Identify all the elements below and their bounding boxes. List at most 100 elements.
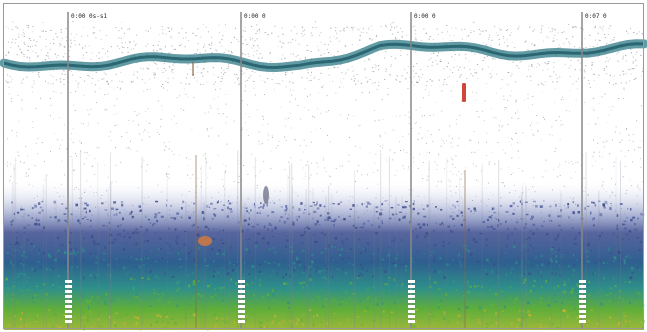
noise-dot <box>50 151 51 153</box>
noise-dot <box>369 152 371 154</box>
surface-speckle-dot <box>48 57 50 59</box>
surface-speckle-dot <box>168 27 170 29</box>
noise-dot <box>605 65 607 67</box>
bottom-speckle-dot <box>35 309 39 313</box>
noise-dot <box>282 54 284 56</box>
bottom-speckle-dot <box>603 206 606 209</box>
surface-speckle-dot <box>636 51 638 53</box>
noise-dot <box>32 31 33 33</box>
noise-dot <box>233 120 235 122</box>
bottom-speckle-dot <box>259 282 261 286</box>
noise-dot <box>136 115 138 116</box>
bottom-speckle-dot <box>462 285 465 289</box>
bottom-speckle-dot <box>588 280 591 284</box>
noise-dot <box>620 150 622 152</box>
noise-dot <box>21 98 23 100</box>
bottom-speckle-dot <box>130 256 132 258</box>
bottom-speckle-dot <box>214 274 217 276</box>
surface-speckle-dot <box>106 81 108 83</box>
noise-dot <box>256 24 258 26</box>
surface-speckle-dot <box>162 72 164 74</box>
bottom-speckle-dot <box>399 238 403 241</box>
bottom-speckle-dot <box>302 323 304 326</box>
surface-speckle-dot <box>415 51 417 53</box>
noise-dot <box>476 111 478 112</box>
bottom-speckle-dot <box>371 224 373 226</box>
bottom-speckle-dot <box>635 291 638 294</box>
noise-dot <box>289 112 291 114</box>
bottom-speckle-dot <box>549 258 552 261</box>
noise-dot <box>472 91 474 93</box>
bottom-speckle-dot <box>294 266 296 269</box>
noise-dot <box>556 39 558 41</box>
bottom-speckle-dot <box>105 209 107 211</box>
noise-dot <box>79 140 81 142</box>
bottom-speckle-dot <box>153 288 155 291</box>
noise-dot <box>38 76 40 78</box>
surface-speckle-dot <box>313 77 315 79</box>
noise-dot <box>6 161 8 163</box>
noise-dot <box>222 163 224 165</box>
bottom-speckle-dot <box>157 254 159 256</box>
surface-speckle-dot <box>364 60 366 62</box>
bottom-speckle-dot <box>357 216 360 218</box>
noise-dot <box>310 141 312 143</box>
noise-dot <box>288 177 289 179</box>
noise-dot <box>518 167 520 169</box>
bottom-speckle-dot <box>184 316 187 319</box>
surface-speckle-dot <box>140 67 142 69</box>
noise-dot <box>200 168 201 170</box>
bottom-speckle-dot <box>76 251 80 253</box>
noise-dot <box>620 142 621 143</box>
noise-dot <box>623 89 625 91</box>
bottom-speckle-dot <box>296 258 299 261</box>
bottom-speckle-dot <box>246 315 248 317</box>
bottom-speckle-dot <box>246 229 249 231</box>
noise-dot <box>222 113 224 115</box>
bottom-speckle-dot <box>195 264 198 266</box>
surface-speckle-dot <box>23 42 25 44</box>
surface-speckle-dot <box>295 56 297 58</box>
bottom-speckle-dot <box>164 314 167 316</box>
bottom-speckle-dot <box>388 246 391 248</box>
surface-speckle-dot <box>251 47 253 49</box>
bottom-speckle-dot <box>143 240 145 243</box>
bottom-speckle-dot <box>477 285 479 287</box>
bottom-speckle-dot <box>227 317 229 320</box>
noise-dot <box>244 121 246 123</box>
surface-speckle-dot <box>405 78 407 80</box>
noise-dot <box>545 159 547 161</box>
bottom-speckle-dot <box>555 260 558 264</box>
noise-dot <box>153 74 155 76</box>
bottom-speckle-dot <box>327 281 330 284</box>
bottom-speckle-dot <box>176 235 179 238</box>
noise-dot <box>496 92 498 94</box>
surface-speckle-dot <box>542 69 544 71</box>
surface-speckle-dot <box>431 80 434 82</box>
surface-speckle-dot <box>165 33 167 35</box>
bottom-speckle-dot <box>34 293 38 296</box>
surface-speckle-dot <box>373 71 375 73</box>
noise-dot <box>606 140 608 142</box>
bottom-speckle-dot <box>192 297 195 300</box>
bottom-speckle-dot <box>467 250 470 253</box>
noise-dot <box>58 117 60 119</box>
bottom-speckle-dot <box>476 260 480 263</box>
bottom-speckle-dot <box>83 207 87 210</box>
surface-speckle-dot <box>153 61 155 63</box>
noise-dot <box>353 115 355 117</box>
surface-speckle-dot <box>577 60 579 62</box>
noise-dot <box>604 142 606 144</box>
noise-dot <box>401 75 403 77</box>
bottom-speckle-dot <box>478 308 482 312</box>
bottom-speckle-dot <box>139 327 142 331</box>
noise-dot <box>119 48 121 50</box>
surface-speckle-dot <box>584 38 586 40</box>
bottom-speckle-dot <box>339 322 341 325</box>
noise-dot <box>606 73 608 75</box>
bottom-speckle-dot <box>321 269 323 273</box>
bottom-speckle-dot <box>176 282 178 285</box>
bottom-speckle-dot <box>333 243 337 246</box>
noise-dot <box>52 91 54 92</box>
surface-speckle-dot <box>636 33 638 35</box>
